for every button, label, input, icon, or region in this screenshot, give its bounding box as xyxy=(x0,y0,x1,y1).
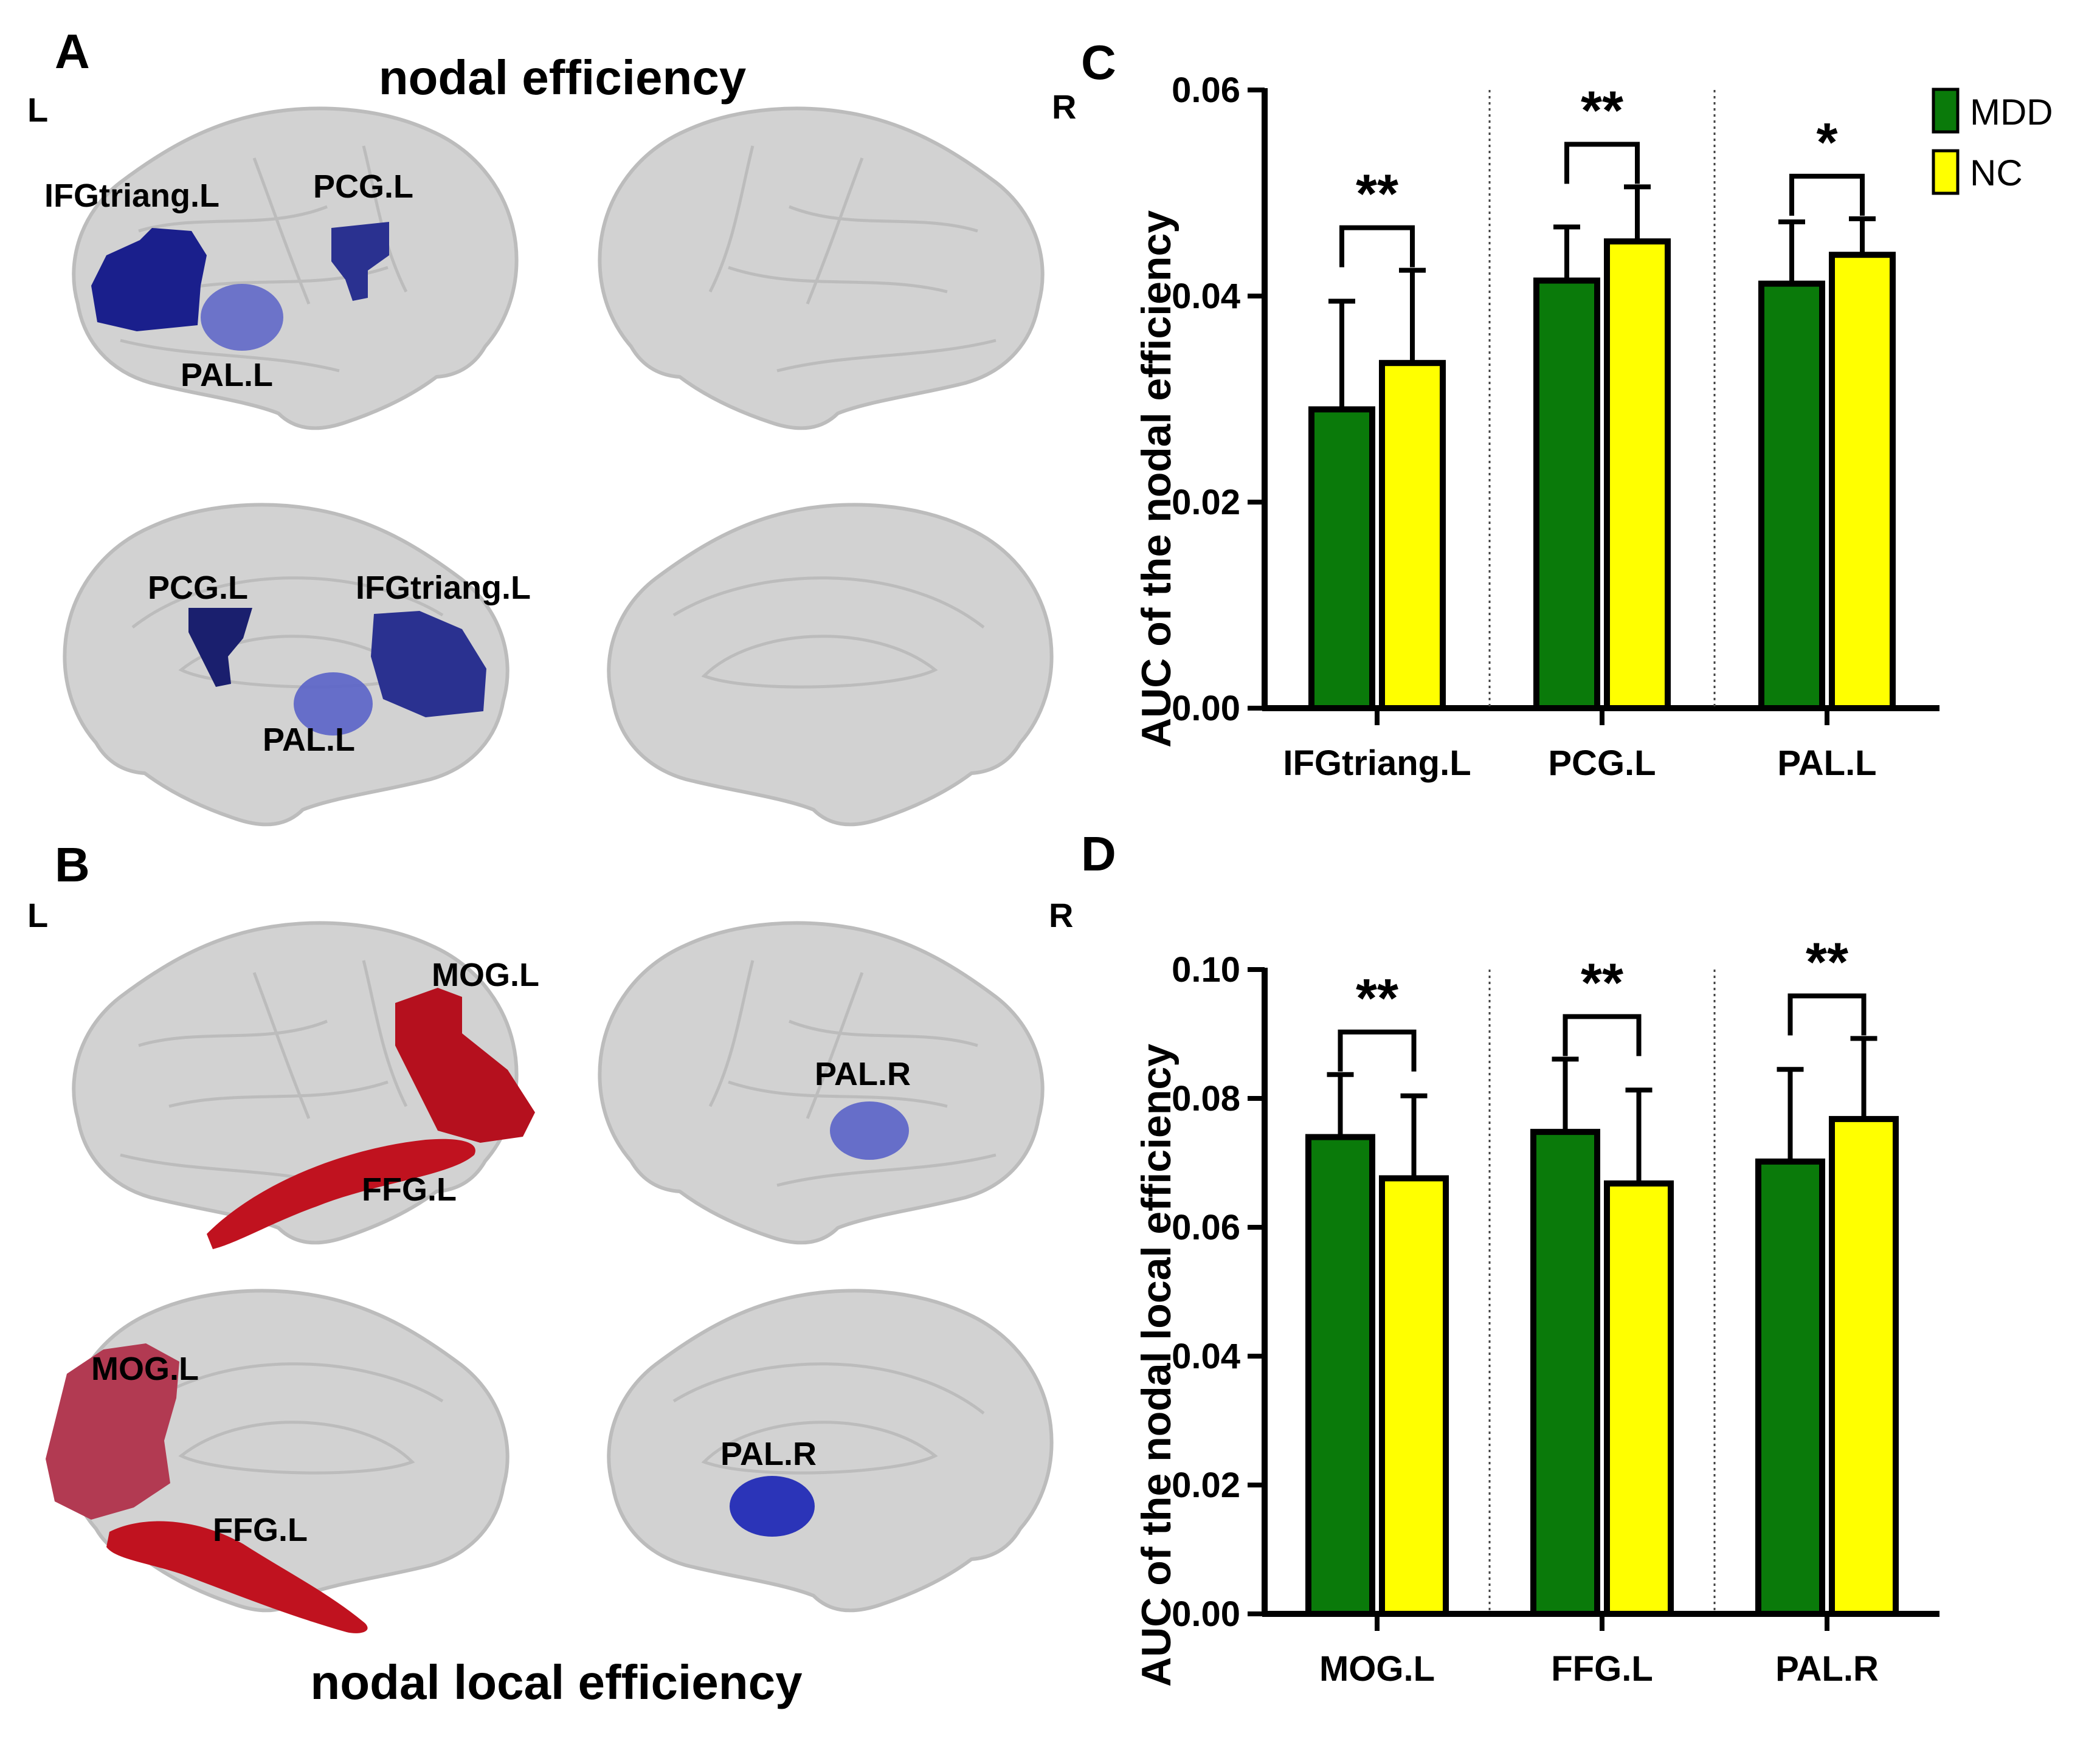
ffg-region-lateral xyxy=(207,1139,475,1249)
legend-label-nc: NC xyxy=(1970,153,2023,193)
significance-label: ** xyxy=(1581,80,1623,141)
panel-b-left-marker: L xyxy=(27,896,48,934)
bar-mdd xyxy=(1755,1158,1825,1617)
ffg-region-medial xyxy=(106,1521,368,1633)
panel-a-left-marker: L xyxy=(27,91,48,129)
y-tick-label: 0.08 xyxy=(1172,1079,1240,1118)
y-tick-label: 0.10 xyxy=(1172,950,1240,990)
significance-bracket xyxy=(1787,993,1867,1036)
significance-bracket xyxy=(1564,142,1640,184)
x-tick-label: FFG.L xyxy=(1551,1649,1653,1689)
y-tick-label: 0.00 xyxy=(1172,1594,1240,1634)
significance-label: ** xyxy=(1581,953,1623,1013)
x-tick-label: IFGtriang.L xyxy=(1283,743,1471,783)
label-ffg-medial: FFG.L xyxy=(213,1512,308,1548)
significance-label: ** xyxy=(1806,932,1848,993)
mog-region-medial xyxy=(46,1343,179,1520)
label-pcg-medial: PCG.L xyxy=(148,570,248,606)
panel-a-title: nodal efficiency xyxy=(379,50,747,105)
label-pal-medial: PAL.L xyxy=(263,722,355,758)
bar-mdd xyxy=(1530,1129,1600,1617)
legend-swatch-mdd xyxy=(1932,88,1960,134)
bar-mdd xyxy=(1305,1134,1375,1617)
chart-c: C AUC of the nodal efficiency 0.00 0.02 0.… xyxy=(1081,35,2053,783)
chart-d-ylabel: AUC of the nodal local efficiency xyxy=(1133,1044,1180,1687)
label-pal-r-medial: PAL.R xyxy=(720,1436,817,1472)
significance-label: * xyxy=(1816,112,1837,173)
bar-mdd xyxy=(1533,277,1600,711)
bar-nc xyxy=(1379,360,1446,711)
label-mog-medial: MOG.L xyxy=(91,1351,199,1387)
label-ifgtriang-medial: IFGtriang.L xyxy=(356,570,531,606)
x-tick-label: MOG.L xyxy=(1319,1649,1435,1689)
pal-r-region-medial xyxy=(730,1476,815,1537)
ifgtriang-region-lateral xyxy=(91,228,207,331)
chart-c-ylabel: AUC of the nodal efficiency xyxy=(1133,210,1180,748)
legend-label-mdd: MDD xyxy=(1970,92,2053,133)
y-tick-label: 0.04 xyxy=(1172,277,1240,316)
bar-nc xyxy=(1379,1175,1449,1617)
bar-nc xyxy=(1829,252,1896,711)
label-pal-r-lateral: PAL.R xyxy=(815,1056,911,1092)
y-tick-label: 0.02 xyxy=(1172,483,1240,522)
y-tick-label: 0.00 xyxy=(1172,689,1240,728)
pcg-region-lateral xyxy=(331,222,389,301)
brain-b-right-lateral xyxy=(599,923,1042,1242)
chart-d: D AUC of the nodal local efficiency 0.00… xyxy=(1081,827,1939,1689)
pal-region-lateral xyxy=(201,284,283,351)
panel-b-right-marker: R xyxy=(1049,896,1073,934)
legend-swatch-nc xyxy=(1932,149,1960,195)
significance-bracket xyxy=(1789,173,1865,216)
bar-mdd xyxy=(1758,280,1825,712)
x-tick-label: PAL.R xyxy=(1775,1649,1879,1689)
significance-label: ** xyxy=(1356,164,1398,225)
label-pal-lateral: PAL.L xyxy=(181,357,273,393)
y-tick-label: 0.02 xyxy=(1172,1466,1240,1505)
pal-r-region-lateral xyxy=(830,1101,909,1160)
label-pcg-lateral: PCG.L xyxy=(313,168,413,205)
significance-bracket xyxy=(1339,225,1415,267)
panel-b-title: nodal local efficiency xyxy=(310,1655,803,1709)
bar-mdd xyxy=(1308,406,1375,711)
bar-nc xyxy=(1604,238,1671,712)
panel-c-letter: C xyxy=(1081,35,1116,89)
x-tick-label: PCG.L xyxy=(1548,743,1656,783)
brain-a-right-medial xyxy=(609,505,1051,824)
y-tick-label: 0.06 xyxy=(1172,1208,1240,1247)
y-tick-label: 0.06 xyxy=(1172,71,1240,110)
y-tick-label: 0.04 xyxy=(1172,1337,1240,1376)
panel-b-letter: B xyxy=(55,838,90,892)
label-ifgtriang-lateral: IFGtriang.L xyxy=(44,177,219,214)
brain-a-right-lateral xyxy=(599,108,1042,428)
pcg-region-medial xyxy=(188,608,252,687)
ifgtriang-region-medial xyxy=(371,611,486,717)
panel-a-letter: A xyxy=(55,24,90,78)
brain-b-right-medial xyxy=(609,1290,1051,1610)
label-ffg-lateral: FFG.L xyxy=(362,1171,457,1208)
x-tick-label: PAL.L xyxy=(1777,743,1876,783)
bar-nc xyxy=(1829,1115,1899,1618)
significance-bracket xyxy=(1338,1029,1417,1072)
mog-region-lateral xyxy=(395,988,535,1143)
label-mog-lateral: MOG.L xyxy=(432,957,539,993)
panel-d-letter: D xyxy=(1081,827,1116,881)
brain-b-left-lateral xyxy=(74,923,516,1242)
panel-a-right-marker: R xyxy=(1052,88,1076,126)
bar-nc xyxy=(1604,1180,1674,1618)
pal-region-medial xyxy=(294,672,373,736)
significance-label: ** xyxy=(1356,968,1398,1029)
brain-a-left-lateral xyxy=(74,108,516,428)
significance-bracket xyxy=(1563,1014,1642,1056)
